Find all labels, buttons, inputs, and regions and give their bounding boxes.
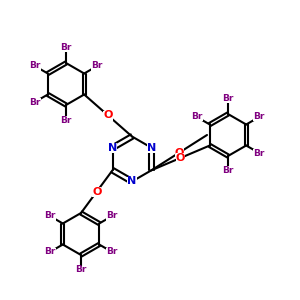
Text: Br: Br bbox=[106, 248, 118, 256]
Text: Br: Br bbox=[222, 94, 234, 103]
Text: Br: Br bbox=[254, 148, 265, 158]
Text: Br: Br bbox=[222, 167, 234, 176]
Text: N: N bbox=[128, 176, 136, 187]
Text: Br: Br bbox=[191, 112, 202, 122]
Text: O: O bbox=[176, 153, 185, 163]
Text: Br: Br bbox=[44, 212, 56, 220]
Text: Br: Br bbox=[60, 44, 72, 52]
Text: Br: Br bbox=[60, 116, 72, 124]
Text: Br: Br bbox=[75, 266, 87, 274]
Text: O: O bbox=[92, 187, 101, 196]
Text: O: O bbox=[103, 110, 113, 121]
Text: Br: Br bbox=[92, 61, 103, 70]
Text: Br: Br bbox=[29, 98, 40, 106]
Text: Br: Br bbox=[44, 248, 56, 256]
Text: N: N bbox=[108, 143, 117, 153]
Text: N: N bbox=[147, 143, 156, 153]
Text: Br: Br bbox=[29, 61, 40, 70]
Text: O: O bbox=[175, 148, 184, 158]
Text: Br: Br bbox=[106, 212, 118, 220]
Text: Br: Br bbox=[254, 112, 265, 122]
